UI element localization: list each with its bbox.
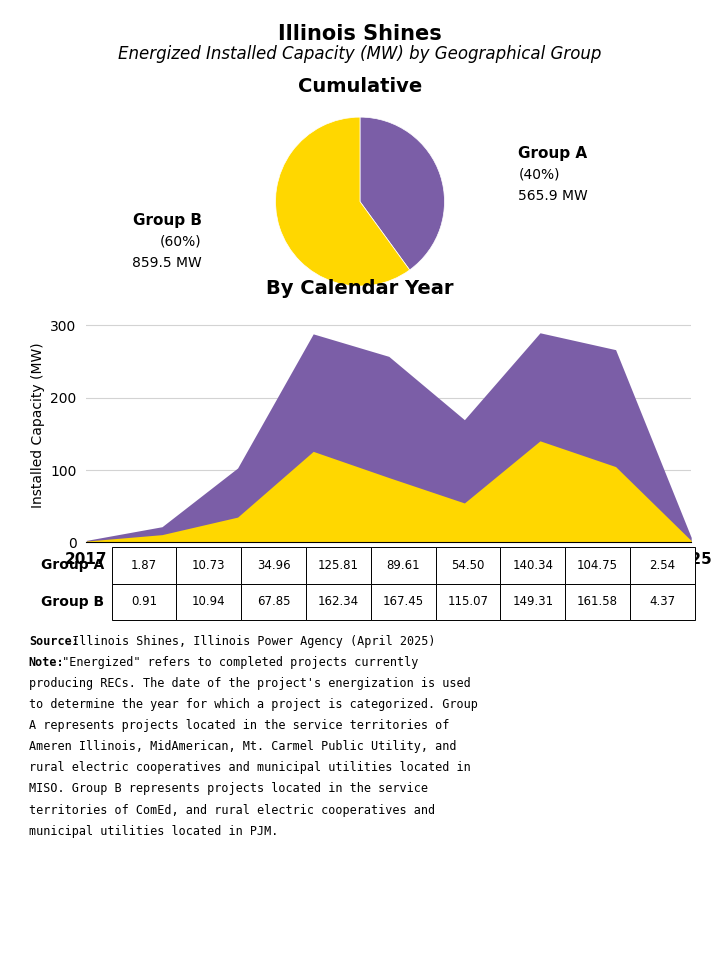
- Text: rural electric cooperatives and municipal utilities located in: rural electric cooperatives and municipa…: [29, 761, 471, 775]
- Text: producing RECs. The date of the project's energization is used: producing RECs. The date of the project'…: [29, 677, 471, 690]
- Text: Group A: Group A: [518, 146, 588, 161]
- Text: Ameren Illinois, MidAmerican, Mt. Carmel Public Utility, and: Ameren Illinois, MidAmerican, Mt. Carmel…: [29, 740, 456, 754]
- Text: 10.73: 10.73: [192, 559, 225, 572]
- Text: 162.34: 162.34: [318, 595, 359, 609]
- Text: 0.91: 0.91: [131, 595, 157, 609]
- Text: Group B: Group B: [41, 595, 104, 609]
- Text: (60%): (60%): [160, 235, 202, 249]
- Text: 104.75: 104.75: [577, 559, 618, 572]
- Text: Energized Installed Capacity (MW) by Geographical Group: Energized Installed Capacity (MW) by Geo…: [118, 45, 602, 63]
- Text: 54.50: 54.50: [451, 559, 485, 572]
- Text: "Energized" refers to completed projects currently: "Energized" refers to completed projects…: [55, 656, 418, 669]
- Text: municipal utilities located in PJM.: municipal utilities located in PJM.: [29, 825, 278, 838]
- Text: Illinois Shines, Illinois Power Agency (April 2025): Illinois Shines, Illinois Power Agency (…: [65, 635, 436, 648]
- Wedge shape: [276, 117, 410, 286]
- Text: Illinois Shines: Illinois Shines: [278, 24, 442, 44]
- Text: 4.37: 4.37: [649, 595, 675, 609]
- Text: 1.87: 1.87: [131, 559, 157, 572]
- Text: Cumulative: Cumulative: [298, 77, 422, 96]
- Text: 859.5 MW: 859.5 MW: [132, 256, 202, 270]
- Y-axis label: Installed Capacity (MW): Installed Capacity (MW): [31, 342, 45, 508]
- Text: to determine the year for which a project is categorized. Group: to determine the year for which a projec…: [29, 698, 477, 711]
- Text: 161.58: 161.58: [577, 595, 618, 609]
- Text: (40%): (40%): [518, 168, 560, 181]
- Text: 10.94: 10.94: [192, 595, 225, 609]
- Text: Note:: Note:: [29, 656, 64, 669]
- Text: 67.85: 67.85: [257, 595, 290, 609]
- Text: 89.61: 89.61: [387, 559, 420, 572]
- Text: 115.07: 115.07: [448, 595, 488, 609]
- Text: 565.9 MW: 565.9 MW: [518, 189, 588, 203]
- Text: Group B: Group B: [132, 213, 202, 228]
- Text: 2.54: 2.54: [649, 559, 675, 572]
- Wedge shape: [360, 117, 444, 270]
- Text: Source:: Source:: [29, 635, 78, 648]
- Text: 149.31: 149.31: [512, 595, 554, 609]
- Text: 34.96: 34.96: [257, 559, 290, 572]
- Text: territories of ComEd, and rural electric cooperatives and: territories of ComEd, and rural electric…: [29, 804, 435, 817]
- Text: 140.34: 140.34: [513, 559, 553, 572]
- Text: 167.45: 167.45: [382, 595, 424, 609]
- Text: 125.81: 125.81: [318, 559, 359, 572]
- Text: A represents projects located in the service territories of: A represents projects located in the ser…: [29, 719, 449, 732]
- Text: By Calendar Year: By Calendar Year: [266, 278, 454, 298]
- Text: MISO. Group B represents projects located in the service: MISO. Group B represents projects locate…: [29, 782, 428, 796]
- Text: Group A: Group A: [41, 559, 104, 572]
